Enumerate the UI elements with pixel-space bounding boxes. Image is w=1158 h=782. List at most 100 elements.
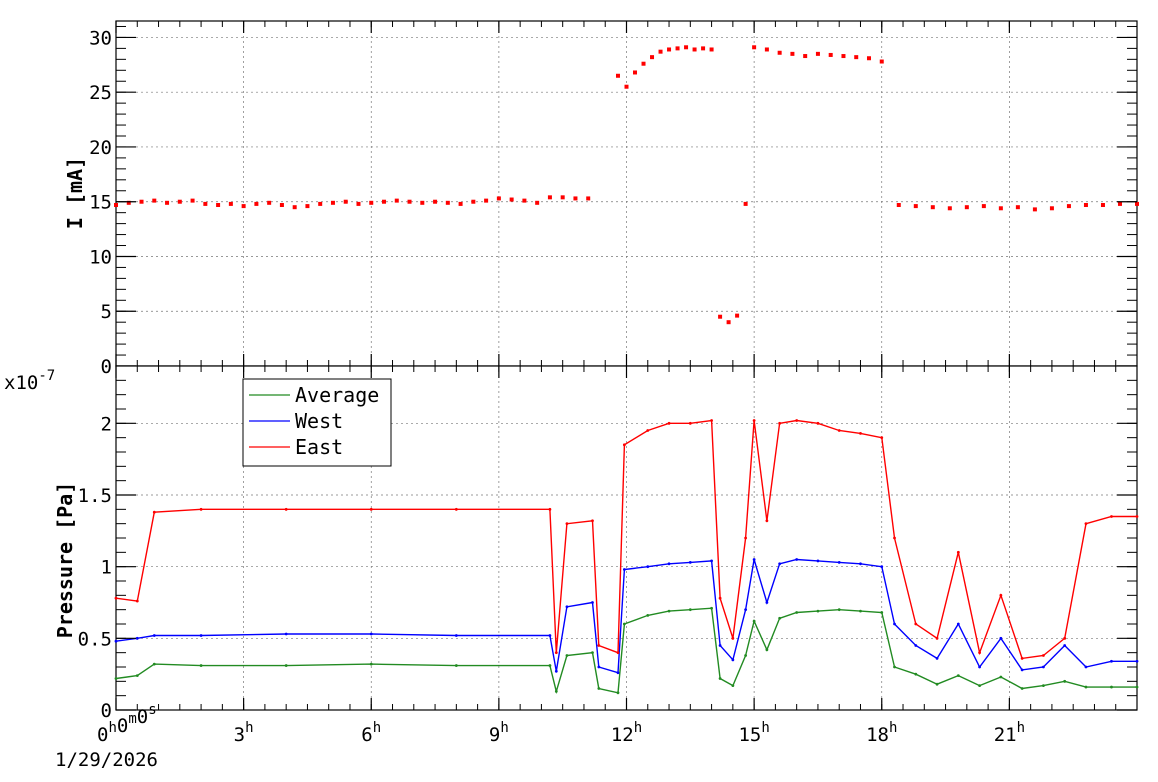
data-point-east: [710, 419, 713, 422]
data-point-east: [893, 536, 896, 540]
data-point-east: [1042, 654, 1045, 657]
data-point-east: [152, 510, 156, 514]
x-tick-label: 18h: [866, 720, 897, 746]
data-point-average: [1063, 679, 1067, 683]
data-point-current: [433, 199, 438, 204]
data-point-east: [369, 507, 373, 511]
data-point-current: [407, 199, 412, 204]
data-point-current: [1049, 206, 1054, 211]
data-point-average: [454, 664, 458, 667]
data-point-east: [1110, 515, 1113, 518]
data-point-west: [795, 558, 799, 561]
data-point-current: [394, 198, 399, 203]
data-point-average: [778, 616, 782, 620]
data-point-current: [615, 73, 620, 78]
data-point-current: [709, 47, 714, 52]
data-point-west: [816, 559, 820, 563]
y-tick-label: 10: [89, 246, 112, 268]
data-point-current: [267, 200, 272, 205]
x-tick-label: 3h: [234, 720, 254, 746]
data-point-east: [752, 419, 756, 422]
current-data: [114, 45, 1139, 325]
x-tick-label: 0h0m0s: [97, 702, 157, 746]
data-point-average: [199, 664, 203, 667]
data-point-average: [731, 684, 735, 688]
pressure-y-axis-title: Pressure [Pa]: [53, 482, 77, 639]
data-point-current: [718, 314, 723, 319]
data-point-east: [956, 550, 960, 554]
data-point-west: [1135, 659, 1139, 663]
data-point-average: [914, 672, 918, 676]
data-point-current: [458, 201, 463, 206]
data-point-west: [688, 560, 692, 564]
y-tick-label: 15: [89, 192, 112, 214]
data-point-current: [356, 201, 361, 206]
data-point-average: [744, 654, 748, 657]
legend-item-west: West: [249, 409, 343, 433]
current-panel: 0 5 10 15 20 25 30 I [mA]: [63, 20, 1139, 378]
data-point-current: [165, 200, 170, 205]
y-tick-label: 20: [89, 137, 112, 159]
y-tick-label: 1: [101, 557, 112, 579]
data-point-east: [284, 507, 288, 511]
data-point-average: [616, 691, 620, 695]
data-point-west: [1042, 665, 1045, 669]
x-axis-date: 1/29/2026: [55, 749, 158, 771]
data-point-current: [764, 47, 769, 52]
data-point-average: [554, 689, 558, 693]
data-point-current: [228, 201, 233, 206]
data-point-east: [837, 429, 841, 432]
data-point-west: [837, 560, 841, 564]
data-point-average: [935, 682, 939, 686]
data-point-current: [930, 205, 935, 210]
data-point-current: [330, 200, 335, 205]
data-point-current: [752, 45, 757, 50]
y-tick-label: 0: [101, 700, 112, 722]
legend-label-east: East: [295, 435, 343, 459]
data-point-west: [859, 562, 862, 566]
data-point-current: [815, 51, 820, 56]
data-point-current: [114, 203, 118, 207]
data-point-average: [1084, 685, 1088, 689]
data-point-current: [369, 200, 374, 205]
data-point-east: [731, 636, 735, 640]
data-point-west: [880, 565, 884, 569]
legend-box: [242, 378, 392, 467]
current-y-axis-title: I [mA]: [63, 157, 87, 229]
data-point-east: [688, 421, 692, 425]
pressure-axis: 0 0.5 1 1.5 2 0h0m0s 3h 6h 9h 12h 15h 18h 21h: [78, 366, 1138, 746]
data-point-east: [622, 443, 626, 447]
data-point-average: [765, 648, 769, 652]
data-point-west: [710, 559, 713, 563]
data-point-current: [1100, 203, 1105, 207]
data-point-east: [816, 421, 820, 425]
legend-item-average: Average: [249, 383, 379, 407]
data-point-current: [658, 49, 663, 54]
data-point-current: [254, 201, 259, 206]
data-point-current: [692, 47, 697, 52]
data-point-west: [752, 558, 756, 561]
data-point-current: [190, 198, 195, 203]
data-point-current: [177, 199, 182, 204]
x-tick-label: 6h: [361, 720, 381, 746]
pressure-data: [114, 419, 1139, 695]
data-point-east: [114, 596, 118, 600]
data-point-average: [284, 664, 288, 667]
data-point-west: [667, 562, 671, 566]
data-point-west: [616, 671, 620, 675]
data-point-current: [633, 70, 638, 75]
data-point-average: [718, 677, 722, 680]
data-point-current: [535, 200, 540, 205]
data-point-current: [216, 203, 221, 207]
data-point-average: [859, 609, 862, 613]
x-tick-label: 15h: [738, 720, 769, 746]
data-point-west: [956, 622, 960, 626]
legend: Average West East: [242, 378, 392, 467]
data-point-current: [471, 199, 476, 204]
data-point-west: [114, 639, 118, 643]
data-point-current: [1015, 205, 1020, 210]
data-point-east: [778, 421, 782, 425]
data-point-current: [866, 56, 871, 61]
data-point-average: [1110, 685, 1113, 689]
